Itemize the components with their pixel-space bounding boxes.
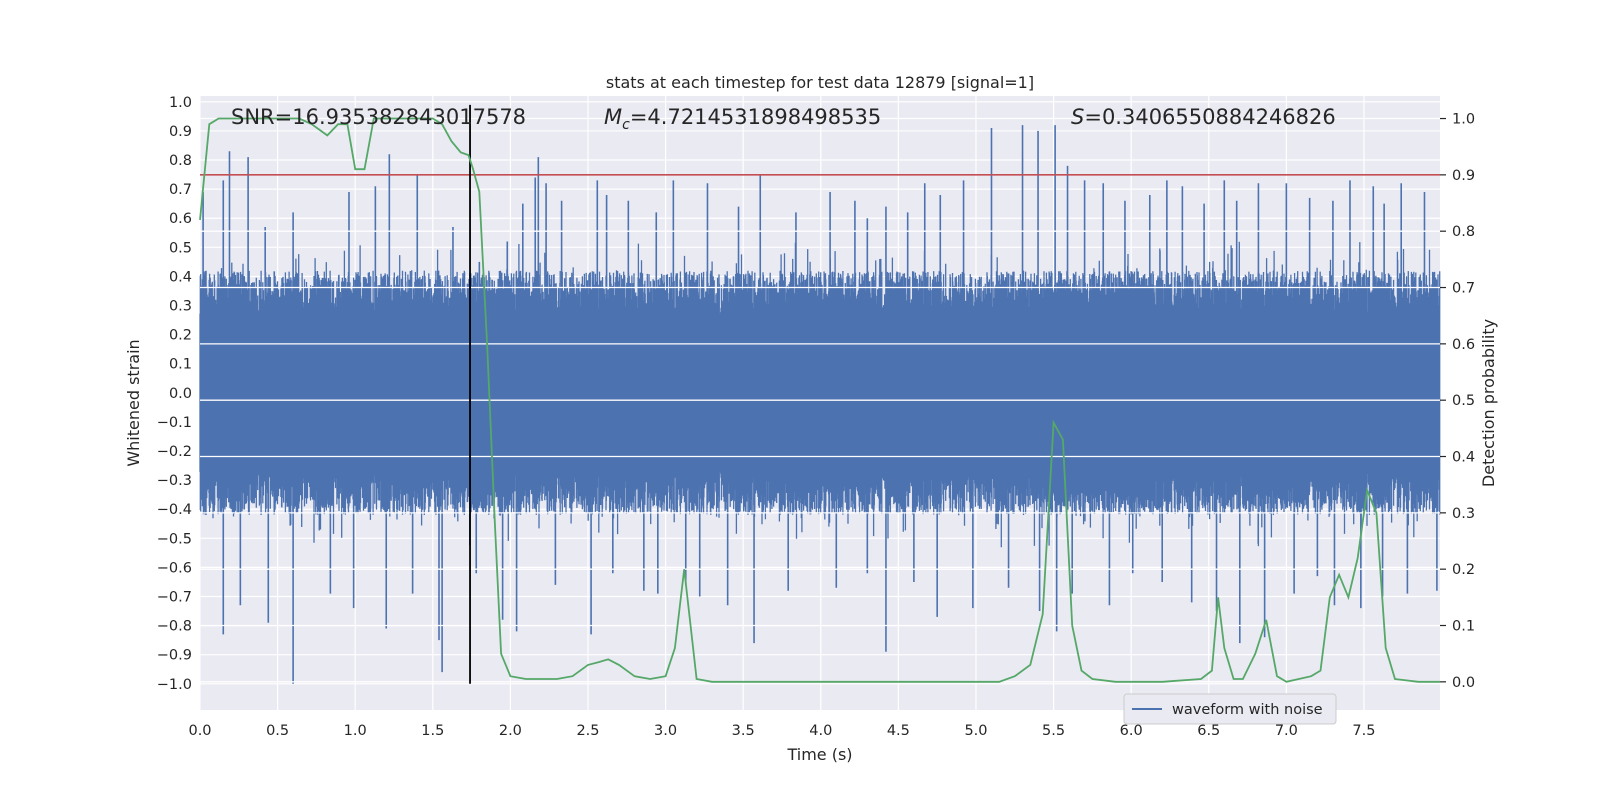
x-tick-label: 6.0 xyxy=(1120,723,1143,739)
legend-label-waveform: waveform with noise xyxy=(1172,702,1323,718)
y-axis: 1.0 0.9 0.8 0.7 0.6 0.5 0.4 0.3 0.2 0.1 0.0 −0.1 −0.… xyxy=(157,95,192,693)
y-tick-label: −0.9 xyxy=(157,648,192,664)
y2-axis: 1.0 0.9 0.8 0.7 0.6 0.5 0.4 0.3 0.2 0.1 0.0 xyxy=(1440,112,1475,691)
y-axis-label: Whitened strain xyxy=(124,339,143,466)
y2-tick-label: 0.1 xyxy=(1452,619,1475,635)
x-axis: 0.0 0.5 1.0 1.5 2.0 2.5 3.0 3.5 4.0 4.5 5.0 5.5 6.0 6… xyxy=(188,723,1375,739)
x-tick-label: 5.0 xyxy=(964,723,987,739)
x-tick-label: 1.0 xyxy=(344,723,367,739)
x-tick-label: 7.0 xyxy=(1275,723,1298,739)
y-tick-label: 0.2 xyxy=(169,328,192,344)
chirp-mass-value: =4.7214531898498535 xyxy=(630,105,881,129)
y-tick-label: 0.0 xyxy=(169,386,192,402)
x-tick-label: 2.0 xyxy=(499,723,522,739)
y-tick-label: −0.4 xyxy=(157,502,192,518)
y-tick-label: 1.0 xyxy=(169,95,192,111)
y2-tick-label: 0.7 xyxy=(1452,281,1475,297)
y-tick-label: 0.3 xyxy=(169,299,192,315)
y2-tick-label: 0.3 xyxy=(1452,506,1475,522)
x-tick-label: 3.5 xyxy=(732,723,755,739)
legend-box xyxy=(1123,693,1337,725)
y-tick-label: −0.1 xyxy=(157,415,192,431)
y-tick-label: −0.6 xyxy=(157,560,192,576)
y2-tick-label: 0.2 xyxy=(1452,562,1475,578)
x-tick-label: 7.5 xyxy=(1352,723,1375,739)
chirp-mass-annotation: Mc=4.7214531898498535 xyxy=(604,105,881,133)
y2-tick-label: 0.6 xyxy=(1452,337,1475,353)
x-tick-label: 4.0 xyxy=(809,723,832,739)
y-tick-label: −0.3 xyxy=(157,473,192,489)
y-tick-label: −0.2 xyxy=(157,444,192,460)
chirp-mass-subscript: c xyxy=(622,117,630,133)
y2-tick-label: 0.5 xyxy=(1452,393,1475,409)
x-tick-label: 4.5 xyxy=(887,723,910,739)
x-tick-label: 5.5 xyxy=(1042,723,1065,739)
s-symbol: S xyxy=(1071,105,1084,129)
x-axis-label: Time (s) xyxy=(786,745,852,764)
y-tick-label: 0.6 xyxy=(169,211,192,227)
y-tick-label: −0.5 xyxy=(157,531,192,547)
y-tick-label: 0.9 xyxy=(169,124,192,140)
y-tick-label: −1.0 xyxy=(157,677,192,693)
x-tick-label: 1.5 xyxy=(421,723,444,739)
detection-probability-line xyxy=(199,117,1440,683)
snr-annotation: SNR=16.935382843017578 xyxy=(231,105,526,129)
y-tick-label: 0.4 xyxy=(169,269,192,285)
plot-area xyxy=(199,104,1441,684)
y2-tick-label: 0.4 xyxy=(1452,450,1475,466)
y-tick-label: 0.7 xyxy=(169,182,192,198)
x-tick-label: 0.0 xyxy=(188,723,211,739)
y-tick-label: 0.8 xyxy=(169,153,192,169)
y-tick-label: 0.1 xyxy=(169,357,192,373)
y2-tick-label: 1.0 xyxy=(1452,112,1475,128)
x-tick-label: 6.5 xyxy=(1197,723,1220,739)
y-tick-label: −0.8 xyxy=(157,619,192,635)
x-tick-label: 3.0 xyxy=(654,723,677,739)
chart-title: stats at each timestep for test data 128… xyxy=(606,73,1034,92)
y-tick-label: −0.7 xyxy=(157,590,192,606)
x-tick-label: 0.5 xyxy=(266,723,289,739)
y-tick-label: 0.5 xyxy=(169,240,192,256)
legend: waveform with noise xyxy=(1123,693,1337,725)
s-annotation: S=0.3406550884246826 xyxy=(1071,105,1336,129)
y2-tick-label: 0.8 xyxy=(1452,224,1475,240)
y2-tick-label: 0.9 xyxy=(1452,168,1475,184)
x-tick-label: 2.5 xyxy=(576,723,599,739)
chirp-mass-symbol: M xyxy=(604,105,622,129)
y2-tick-label: 0.0 xyxy=(1452,675,1475,691)
y2-axis-label: Detection probability xyxy=(1479,319,1498,487)
s-value: =0.3406550884246826 xyxy=(1084,105,1335,129)
